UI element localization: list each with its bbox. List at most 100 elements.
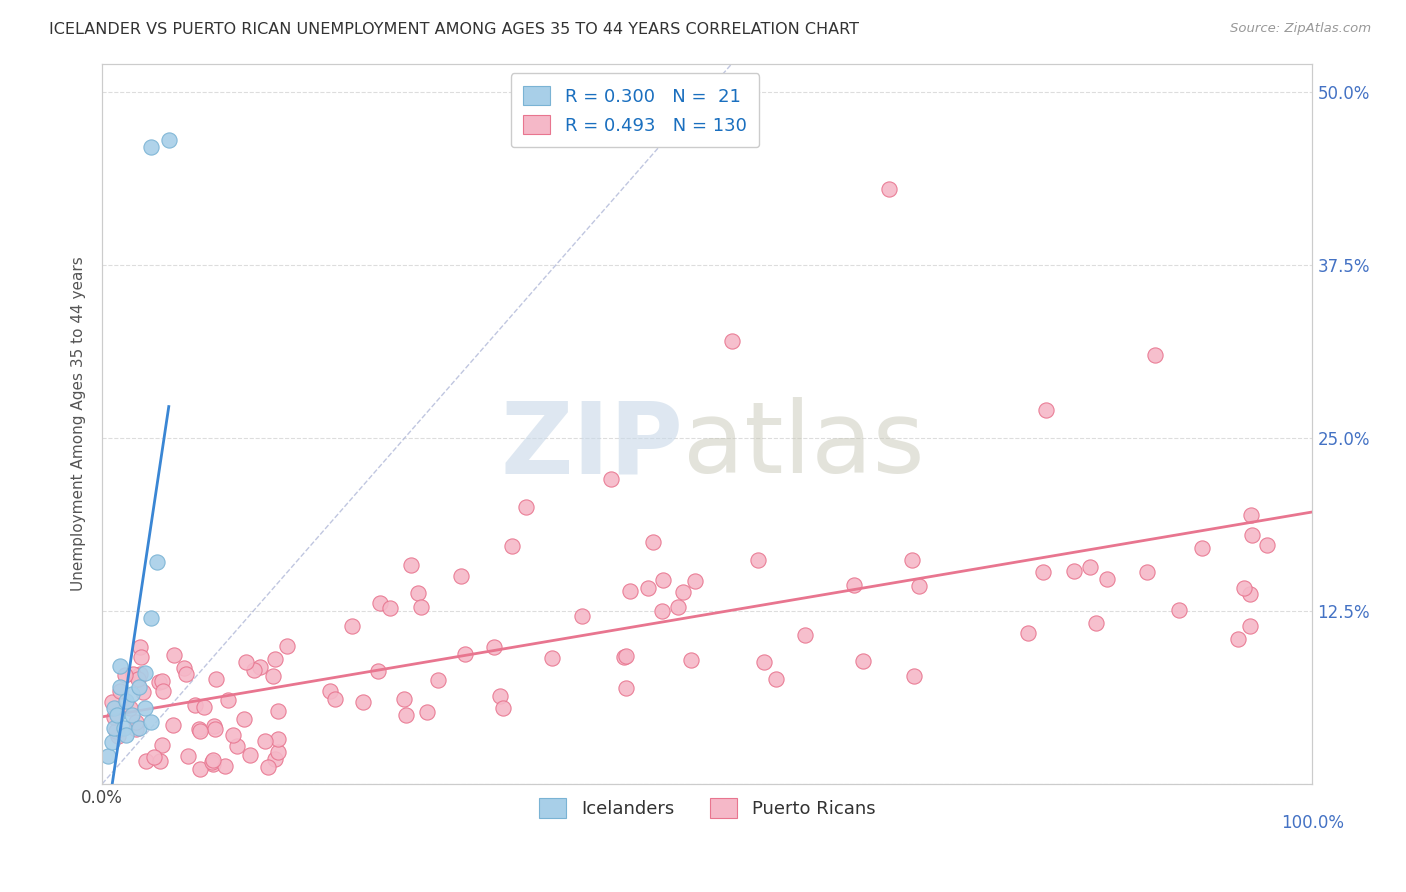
Text: ICELANDER VS PUERTO RICAN UNEMPLOYMENT AMONG AGES 35 TO 44 YEARS CORRELATION CHA: ICELANDER VS PUERTO RICAN UNEMPLOYMENT A… (49, 22, 859, 37)
Point (243, 663, 266, 677)
Point (201, 755, 224, 769)
Point (637, 582, 659, 596)
Y-axis label: Unemployment Among Ages 35 to 44 years: Unemployment Among Ages 35 to 44 years (72, 257, 86, 591)
Point (641, 535, 664, 549)
Point (651, 604, 673, 618)
Text: 100.0%: 100.0% (1281, 814, 1344, 832)
Point (652, 574, 675, 588)
Point (666, 599, 689, 614)
Text: Source: ZipAtlas.com: Source: ZipAtlas.com (1230, 22, 1371, 36)
Point (492, 700, 515, 714)
Point (128, 722, 150, 736)
Point (105, 724, 128, 739)
Point (752, 655, 775, 669)
Point (613, 649, 636, 664)
Point (121, 687, 143, 701)
Point (135, 754, 157, 768)
Point (340, 619, 363, 633)
Point (173, 661, 195, 675)
Point (1240, 508, 1263, 522)
Point (148, 754, 170, 768)
Point (188, 723, 211, 738)
Point (121, 667, 143, 681)
Point (394, 691, 416, 706)
Point (112, 722, 135, 736)
Point (672, 584, 695, 599)
Point (484, 640, 506, 654)
Point (903, 669, 925, 683)
Point (221, 728, 243, 742)
Point (134, 700, 156, 714)
Point (142, 749, 165, 764)
Point (907, 578, 929, 592)
Point (177, 748, 200, 763)
Point (1227, 632, 1250, 647)
Point (263, 652, 285, 666)
Point (110, 680, 132, 694)
Point (114, 668, 136, 682)
Point (101, 735, 124, 749)
Point (108, 683, 131, 698)
Legend: Icelanders, Puerto Ricans: Icelanders, Puerto Ricans (531, 791, 883, 825)
Point (1084, 615, 1107, 630)
Point (124, 723, 146, 737)
Point (103, 700, 125, 714)
Point (163, 648, 186, 662)
Point (571, 609, 593, 624)
Point (685, 574, 707, 589)
Point (720, 334, 742, 348)
Point (852, 654, 875, 668)
Point (128, 680, 150, 694)
Point (157, 133, 180, 147)
Point (409, 600, 432, 615)
Point (842, 578, 865, 592)
Point (187, 722, 209, 736)
Point (416, 706, 439, 720)
Point (162, 718, 184, 732)
Point (1063, 565, 1085, 579)
Point (1239, 587, 1261, 601)
Point (395, 708, 418, 723)
Point (110, 659, 132, 673)
Point (204, 723, 226, 737)
Point (368, 596, 391, 610)
Point (765, 672, 787, 686)
Point (501, 539, 523, 553)
Point (239, 748, 262, 763)
Point (1136, 565, 1159, 579)
Point (103, 722, 125, 736)
Point (515, 500, 537, 514)
Point (267, 731, 290, 746)
Point (121, 707, 143, 722)
Point (399, 558, 422, 573)
Point (148, 675, 170, 690)
Point (614, 681, 637, 695)
Point (249, 659, 271, 673)
Point (614, 649, 637, 664)
Point (1017, 626, 1039, 640)
Point (408, 586, 430, 600)
Point (276, 639, 298, 653)
Text: ZIP: ZIP (501, 397, 683, 494)
Point (541, 651, 564, 665)
Point (188, 762, 211, 776)
Point (124, 714, 146, 729)
Point (235, 656, 257, 670)
Point (139, 611, 162, 625)
Point (202, 718, 225, 732)
Point (877, 181, 900, 195)
Point (225, 739, 247, 753)
Point (145, 555, 167, 569)
Point (101, 695, 124, 709)
Point (233, 712, 256, 726)
Point (115, 728, 138, 742)
Point (129, 640, 152, 654)
Point (352, 695, 374, 709)
Point (129, 649, 152, 664)
Point (747, 553, 769, 567)
Point (105, 707, 128, 722)
Point (264, 752, 287, 766)
Point (134, 666, 156, 681)
Point (139, 714, 162, 729)
Point (97, 749, 120, 764)
